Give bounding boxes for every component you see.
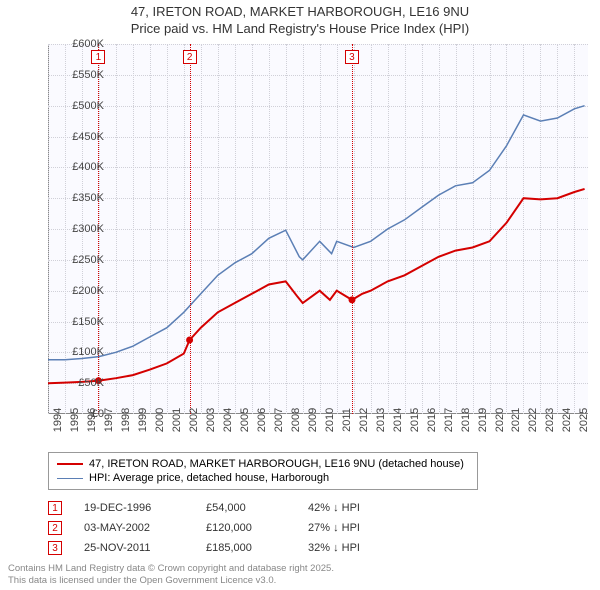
marker-box-2: 2 — [183, 50, 197, 64]
ytick-label: £100K — [60, 346, 104, 358]
xtick-label: 2014 — [392, 408, 404, 432]
marker-line-2 — [190, 44, 191, 414]
xtick-label: 2025 — [578, 408, 590, 432]
xtick-label: 2015 — [409, 408, 421, 432]
marker-box-1: 1 — [91, 50, 105, 64]
xtick-label: 2009 — [307, 408, 319, 432]
ytick-label: £250K — [60, 254, 104, 266]
xtick-label: 2005 — [239, 408, 251, 432]
xtick-label: 2022 — [527, 408, 539, 432]
xtick-label: 2013 — [375, 408, 387, 432]
ytick-label: £300K — [60, 223, 104, 235]
ytick-label: £550K — [60, 69, 104, 81]
xtick-label: 2023 — [544, 408, 556, 432]
footer-attribution: Contains HM Land Registry data © Crown c… — [8, 563, 334, 586]
ytick-label: £600K — [60, 38, 104, 50]
series-lines — [48, 44, 588, 414]
title-block: 47, IRETON ROAD, MARKET HARBOROUGH, LE16… — [0, 0, 600, 40]
xtick-label: 2020 — [494, 408, 506, 432]
event-delta: 32% ↓ HPI — [308, 542, 398, 554]
xtick-label: 2024 — [561, 408, 573, 432]
footer-line-2: This data is licensed under the Open Gov… — [8, 575, 334, 586]
event-delta: 42% ↓ HPI — [308, 502, 398, 514]
event-delta: 27% ↓ HPI — [308, 522, 398, 534]
xtick-label: 2010 — [324, 408, 336, 432]
event-marker-box: 1 — [48, 501, 62, 515]
title-line-1: 47, IRETON ROAD, MARKET HARBOROUGH, LE16… — [0, 4, 600, 21]
title-line-2: Price paid vs. HM Land Registry's House … — [0, 21, 600, 38]
ytick-label: £150K — [60, 316, 104, 328]
ytick-label: £450K — [60, 131, 104, 143]
event-marker-box: 2 — [48, 521, 62, 535]
xtick-label: 1997 — [103, 408, 115, 432]
event-row: 1 19-DEC-1996 £54,000 42% ↓ HPI — [48, 498, 398, 518]
ytick-label: £350K — [60, 192, 104, 204]
ytick-label: £50K — [60, 377, 104, 389]
xtick-label: 2016 — [426, 408, 438, 432]
event-date: 19-DEC-1996 — [84, 502, 184, 514]
ytick-label: £200K — [60, 285, 104, 297]
legend-swatch — [57, 463, 83, 465]
event-price: £54,000 — [206, 502, 286, 514]
xtick-label: 2012 — [358, 408, 370, 432]
xtick-label: 2001 — [171, 408, 183, 432]
chart-container: 47, IRETON ROAD, MARKET HARBOROUGH, LE16… — [0, 0, 600, 590]
xtick-label: 2017 — [443, 408, 455, 432]
xtick-label: 2000 — [154, 408, 166, 432]
marker-line-3 — [352, 44, 353, 414]
legend-label: 47, IRETON ROAD, MARKET HARBOROUGH, LE16… — [89, 458, 464, 470]
legend: 47, IRETON ROAD, MARKET HARBOROUGH, LE16… — [48, 452, 478, 490]
xtick-label: 1999 — [137, 408, 149, 432]
footer-line-1: Contains HM Land Registry data © Crown c… — [8, 563, 334, 574]
xtick-label: 2006 — [256, 408, 268, 432]
event-row: 2 03-MAY-2002 £120,000 27% ↓ HPI — [48, 518, 398, 538]
event-price: £185,000 — [206, 542, 286, 554]
event-row: 3 25-NOV-2011 £185,000 32% ↓ HPI — [48, 538, 398, 558]
series-hpi — [48, 106, 585, 360]
xtick-label: 1994 — [52, 408, 64, 432]
ytick-label: £400K — [60, 161, 104, 173]
legend-row: 47, IRETON ROAD, MARKET HARBOROUGH, LE16… — [57, 457, 469, 471]
event-price: £120,000 — [206, 522, 286, 534]
xtick-label: 2007 — [273, 408, 285, 432]
event-date: 03-MAY-2002 — [84, 522, 184, 534]
event-date: 25-NOV-2011 — [84, 542, 184, 554]
xtick-label: 2021 — [510, 408, 522, 432]
series-price_paid — [48, 189, 585, 383]
events-table: 1 19-DEC-1996 £54,000 42% ↓ HPI 2 03-MAY-2002… — [48, 498, 398, 558]
chart-area: 1 2 3 — [48, 44, 588, 414]
xtick-label: 2004 — [222, 408, 234, 432]
xtick-label: 1995 — [69, 408, 81, 432]
marker-box-3: 3 — [345, 50, 359, 64]
legend-row: HPI: Average price, detached house, Harb… — [57, 471, 469, 485]
legend-swatch — [57, 478, 83, 479]
xtick-label: 2003 — [205, 408, 217, 432]
ytick-label: £500K — [60, 100, 104, 112]
xtick-label: 2018 — [460, 408, 472, 432]
legend-label: HPI: Average price, detached house, Harb… — [89, 472, 329, 484]
event-marker-box: 3 — [48, 541, 62, 555]
xtick-label: 2002 — [188, 408, 200, 432]
xtick-label: 2011 — [341, 408, 353, 432]
xtick-label: 1996 — [86, 408, 98, 432]
xtick-label: 2008 — [290, 408, 302, 432]
xtick-label: 2019 — [477, 408, 489, 432]
xtick-label: 1998 — [120, 408, 132, 432]
